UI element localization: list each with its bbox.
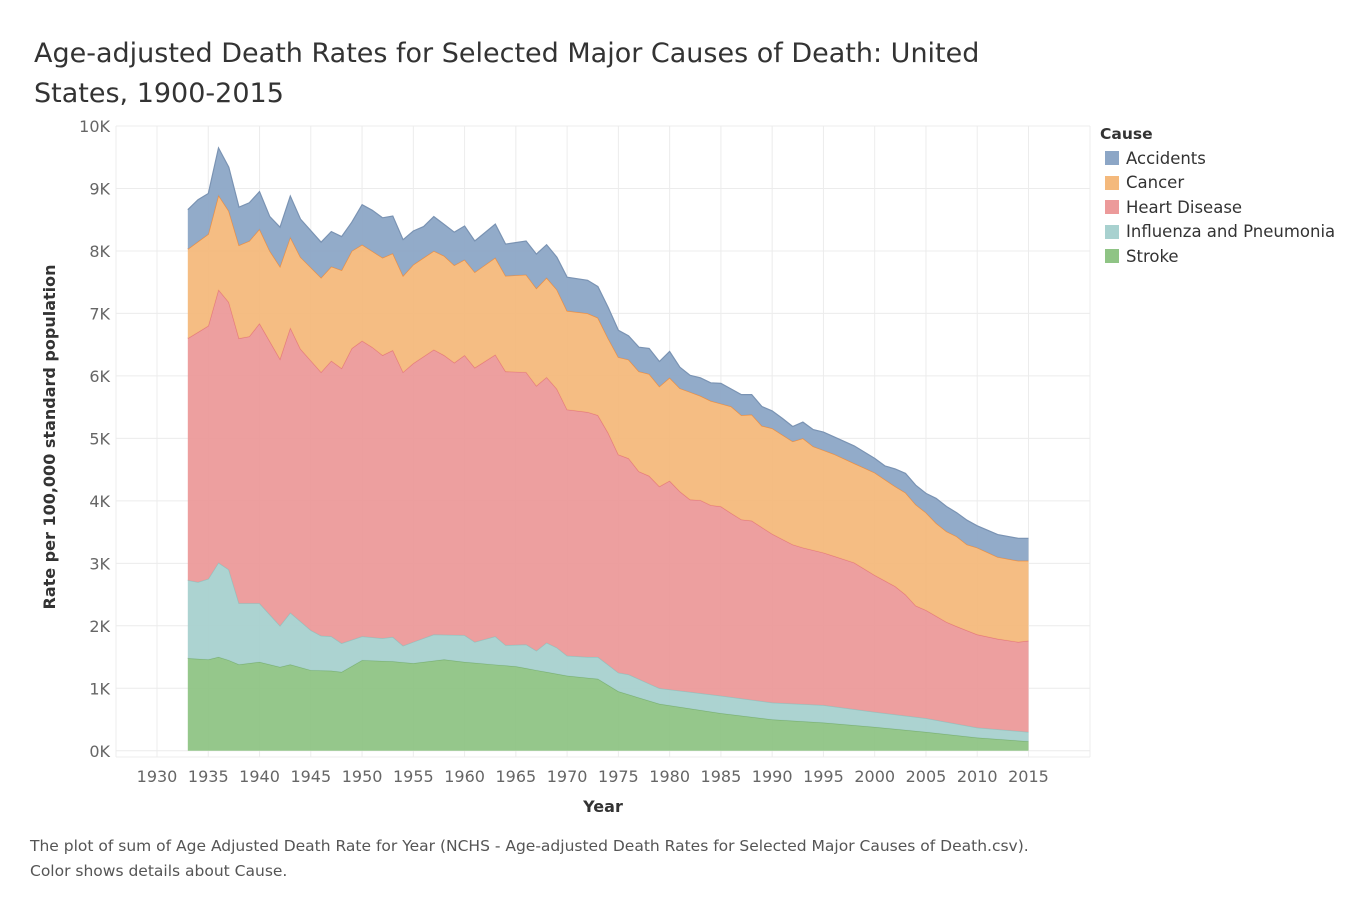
x-axis-tick-labels: 1930 1935 1940 1945 1950 1955 1960 1965 1970 1975… bbox=[137, 767, 1049, 786]
legend-swatch-cancer bbox=[1105, 175, 1119, 190]
x-tick-label-1935: 1935 bbox=[188, 767, 229, 786]
x-tick-label-1965: 1965 bbox=[495, 767, 536, 786]
legend-swatch-heart-disease bbox=[1105, 200, 1119, 215]
area-influenza-and-pneumonia[interactable] bbox=[187, 562, 1029, 742]
x-tick-label-1945: 1945 bbox=[290, 767, 331, 786]
area-stroke[interactable] bbox=[187, 657, 1029, 751]
legend-swatch-accidents bbox=[1105, 151, 1119, 166]
x-tick-label-1980: 1980 bbox=[649, 767, 690, 786]
legend-items: Accidents Cancer Heart Disease Influenza an… bbox=[1100, 146, 1335, 269]
x-tick-label-2010: 2010 bbox=[957, 767, 998, 786]
y-tick-label-8K: 8K bbox=[89, 242, 110, 261]
x-tick-label-1985: 1985 bbox=[701, 767, 742, 786]
x-tick-label-1930: 1930 bbox=[137, 767, 178, 786]
legend-item-heart-disease[interactable]: Heart Disease bbox=[1100, 195, 1335, 220]
legend-swatch-influenza-and-pneumonia bbox=[1105, 224, 1119, 239]
line-accidents bbox=[187, 146, 1029, 539]
area-accidents[interactable] bbox=[187, 147, 1029, 561]
area-heart-disease[interactable] bbox=[187, 289, 1029, 732]
y-axis-tick-labels: 0K 1K 2K 3K 4K 5K 6K 7K 8K 9K 10K bbox=[79, 117, 110, 761]
x-tick-label-1950: 1950 bbox=[342, 767, 383, 786]
legend-swatch-stroke bbox=[1105, 249, 1119, 264]
chart-title: Age-adjusted Death Rates for Selected Ma… bbox=[34, 38, 980, 109]
legend-item-cancer[interactable]: Cancer bbox=[1100, 171, 1335, 196]
legend-item-stroke[interactable]: Stroke bbox=[1100, 244, 1335, 269]
legend-label-heart-disease: Heart Disease bbox=[1126, 197, 1243, 217]
x-tick-label-1990: 1990 bbox=[752, 767, 793, 786]
y-tick-label-0K: 0K bbox=[89, 742, 110, 761]
x-tick-label-1940: 1940 bbox=[239, 767, 280, 786]
legend-title: Cause bbox=[1100, 125, 1153, 143]
y-tick-label-2K: 2K bbox=[89, 617, 110, 636]
y-tick-label-5K: 5K bbox=[89, 429, 110, 448]
x-axis-label: Year bbox=[582, 797, 623, 816]
x-tick-label-1960: 1960 bbox=[444, 767, 485, 786]
x-tick-label-2000: 2000 bbox=[854, 767, 895, 786]
y-tick-label-6K: 6K bbox=[89, 367, 110, 386]
legend-label-stroke: Stroke bbox=[1126, 246, 1179, 266]
caption-line-1: The plot of sum of Age Adjusted Death Ra… bbox=[30, 837, 1029, 855]
caption-line-2: Color shows details about Cause. bbox=[30, 862, 288, 880]
y-tick-label-1K: 1K bbox=[89, 679, 110, 698]
y-axis-label: Rate per 100,000 standard population bbox=[40, 264, 59, 609]
y-tick-label-7K: 7K bbox=[89, 304, 110, 323]
chart-caption: The plot of sum of Age Adjusted Death Ra… bbox=[30, 834, 1180, 884]
x-tick-label-1975: 1975 bbox=[598, 767, 639, 786]
x-tick-label-2015: 2015 bbox=[1008, 767, 1049, 786]
area-cancer[interactable] bbox=[187, 195, 1029, 643]
legend-item-accidents[interactable]: Accidents bbox=[1100, 146, 1335, 171]
y-tick-label-9K: 9K bbox=[89, 179, 110, 198]
y-tick-label-4K: 4K bbox=[89, 492, 110, 511]
y-tick-label-10K: 10K bbox=[79, 117, 110, 136]
legend-label-cancer: Cancer bbox=[1126, 173, 1185, 193]
x-tick-label-1955: 1955 bbox=[393, 767, 434, 786]
legend-label-accidents: Accidents bbox=[1126, 148, 1206, 168]
y-tick-label-3K: 3K bbox=[89, 554, 110, 573]
legend-item-influenza-and-pneumonia[interactable]: Influenza and Pneumonia bbox=[1100, 220, 1335, 245]
x-tick-label-2005: 2005 bbox=[906, 767, 947, 786]
legend-label-influenza-and-pneumonia: Influenza and Pneumonia bbox=[1126, 222, 1336, 242]
legend: Cause Accidents Cancer Heart Disease Influe… bbox=[1100, 125, 1335, 269]
x-tick-label-1970: 1970 bbox=[547, 767, 588, 786]
series-areas bbox=[187, 146, 1029, 751]
x-tick-label-1995: 1995 bbox=[803, 767, 844, 786]
